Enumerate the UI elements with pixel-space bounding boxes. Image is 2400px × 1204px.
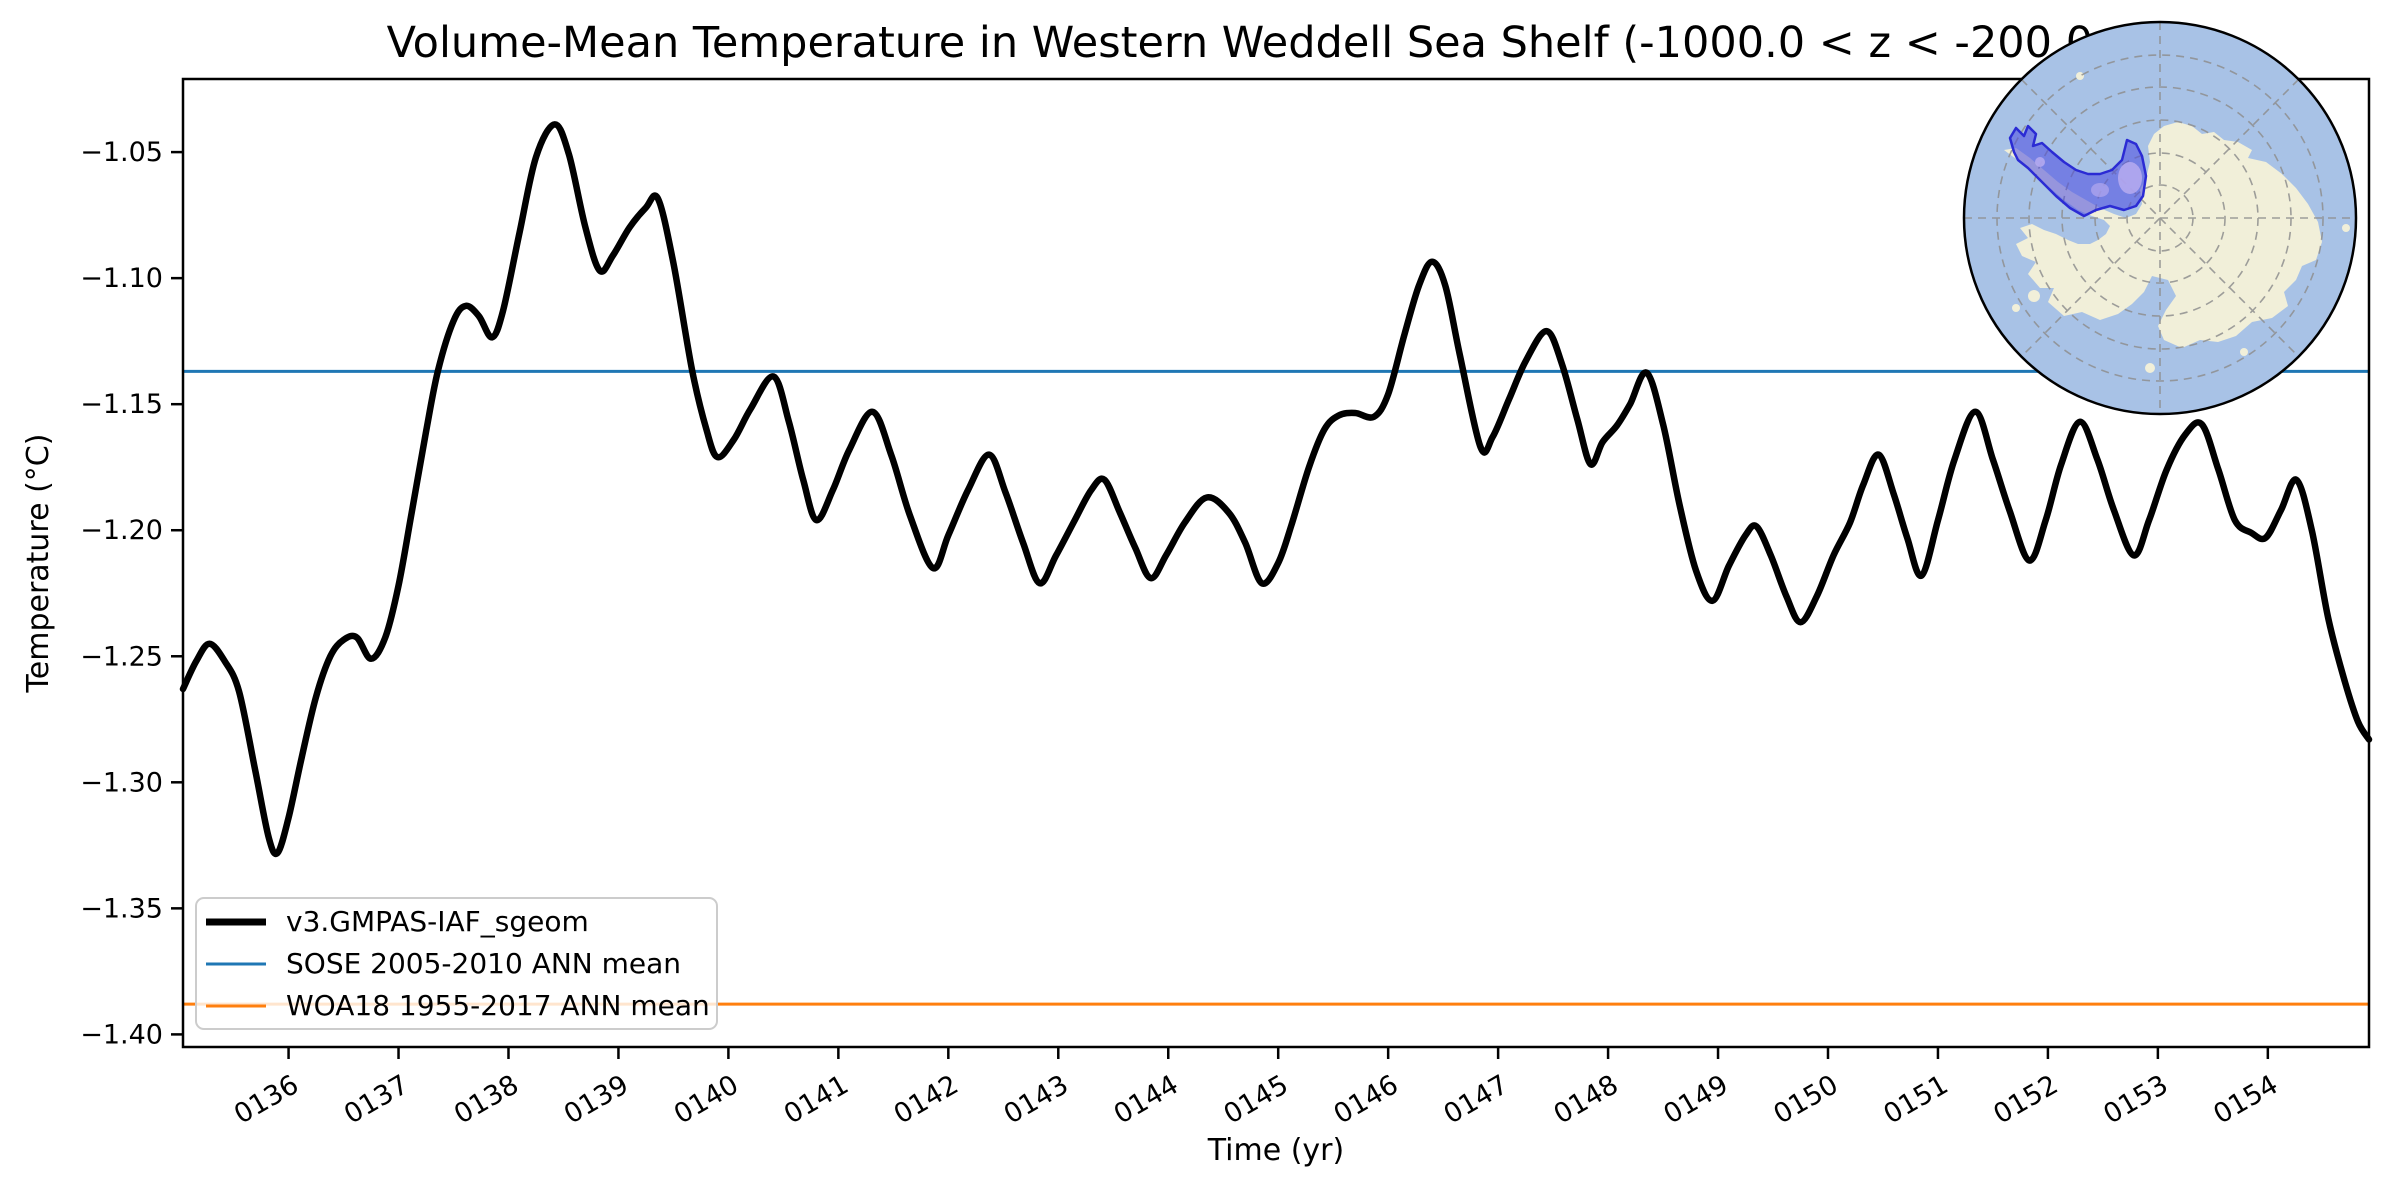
islet [2028, 290, 2040, 302]
x-axis-label: Time (yr) [1207, 1133, 1344, 1168]
y-tick-label: −1.10 [80, 263, 163, 294]
y-tick-label: −1.05 [80, 137, 163, 168]
study-region-highlight [2008, 124, 2148, 218]
x-tick-label: 0154 [2208, 1069, 2283, 1130]
graticule [1964, 22, 2356, 414]
legend-item-woa: WOA18 1955-2017 ANN mean [206, 989, 710, 1022]
x-tick-label: 0152 [1988, 1069, 2063, 1130]
x-tick-label: 0149 [1659, 1069, 1734, 1130]
y-tick-label: −1.25 [80, 641, 163, 672]
y-tick-label: −1.20 [80, 515, 163, 546]
region-light-patch [2035, 157, 2045, 167]
legend-box [195, 897, 718, 1030]
x-axis-ticks [287, 1047, 2270, 1059]
y-tick-label: −1.40 [80, 1019, 163, 1050]
islet [2145, 363, 2155, 373]
x-tick-label: 0146 [1329, 1069, 1404, 1130]
x-tick-label: 0136 [229, 1069, 304, 1130]
antarctica-inset-map [1962, 20, 2358, 416]
legend-label-sose: SOSE 2005-2010 ANN mean [286, 947, 681, 980]
x-tick-label: 0148 [1549, 1069, 1624, 1130]
legend-item-model: v3.GMPAS-IAF_sgeom [206, 905, 589, 938]
legend-label-woa: WOA18 1955-2017 ANN mean [286, 989, 710, 1022]
region-light-patch [2091, 183, 2109, 197]
axes-border [181, 77, 2371, 1049]
x-tick-label: 0137 [339, 1069, 414, 1130]
chart-title: Volume-Mean Temperature in Western Wedde… [387, 18, 2166, 68]
region-light-patch [2118, 162, 2142, 194]
y-tick-label: −1.30 [80, 767, 163, 798]
model-temperature-curve [179, 121, 2373, 858]
legend-item-sose: SOSE 2005-2010 ANN mean [206, 947, 681, 980]
x-axis-tick-labels: 0136 0137 0138 0139 0140 0141 0142 0143 0144 0145… [229, 1069, 2283, 1130]
x-tick-label: 0153 [2098, 1069, 2173, 1130]
y-axis-label: Temperature (°C) [21, 434, 56, 694]
inset-border [1962, 20, 2358, 416]
x-tick-label: 0151 [1878, 1069, 1953, 1130]
islet [2076, 72, 2084, 80]
antarctica-landmass [2004, 122, 2322, 348]
x-tick-label: 0138 [449, 1069, 524, 1130]
x-tick-label: 0144 [1109, 1069, 1184, 1130]
x-tick-label: 0141 [779, 1069, 854, 1130]
islet [2047, 253, 2057, 263]
islet [2012, 304, 2020, 312]
x-tick-label: 0145 [1219, 1069, 1294, 1130]
x-tick-label: 0142 [889, 1069, 964, 1130]
legend-label-model: v3.GMPAS-IAF_sgeom [286, 905, 589, 938]
islet [2342, 224, 2350, 232]
y-tick-label: −1.35 [80, 893, 163, 924]
y-axis-ticks [171, 150, 183, 1036]
x-tick-label: 0139 [559, 1069, 634, 1130]
x-tick-label: 0147 [1439, 1069, 1514, 1130]
legend: v3.GMPAS-IAF_sgeom SOSE 2005-2010 ANN me… [195, 897, 718, 1030]
x-tick-label: 0140 [669, 1069, 744, 1130]
y-tick-label: −1.15 [80, 389, 163, 420]
x-tick-label: 0150 [1768, 1069, 1843, 1130]
islet [2240, 348, 2248, 356]
x-tick-label: 0143 [999, 1069, 1074, 1130]
y-axis-tick-labels: −1.05 −1.10 −1.15 −1.20 −1.25 −1.30 −1.35 −1.40 [80, 137, 163, 1050]
